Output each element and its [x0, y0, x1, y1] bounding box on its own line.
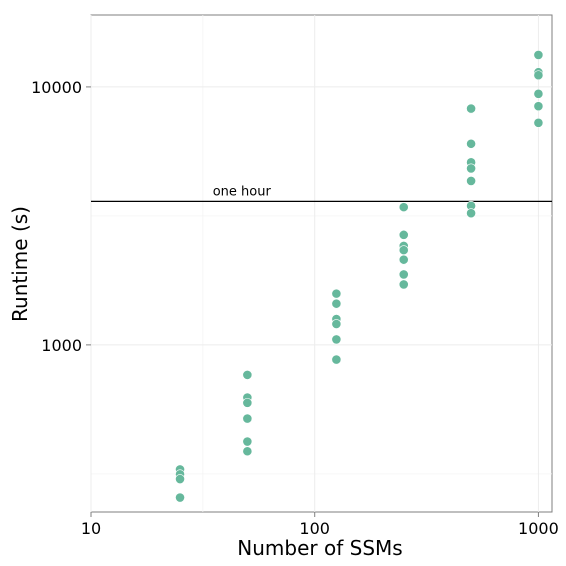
y-tick-label: 1000 — [41, 336, 82, 355]
data-point — [398, 279, 409, 290]
data-point — [331, 334, 342, 345]
data-point — [398, 245, 409, 256]
data-point — [466, 176, 476, 186]
data-point — [398, 202, 409, 213]
plot-panel — [90, 14, 553, 513]
data-points — [175, 50, 544, 503]
y-tick-label: 10000 — [31, 78, 82, 97]
data-point — [466, 208, 476, 219]
y-axis-title: Runtime (s) — [8, 206, 32, 322]
axis-ticks: 10 100 1000 1000 10000 — [31, 78, 559, 538]
data-point — [331, 354, 342, 365]
data-point — [466, 103, 476, 114]
data-point — [533, 117, 544, 128]
one-hour-label: one hour — [213, 184, 272, 199]
data-point — [533, 70, 544, 81]
data-point — [466, 138, 476, 149]
x-tick-label: 100 — [299, 519, 330, 538]
x-tick-label: 1000 — [518, 519, 559, 538]
data-point — [533, 88, 544, 99]
data-point — [175, 474, 185, 484]
data-point — [331, 319, 342, 329]
data-point — [242, 436, 253, 447]
data-point — [331, 288, 342, 299]
data-point — [466, 163, 476, 174]
data-point — [175, 492, 185, 503]
data-point — [242, 397, 253, 408]
x-axis-title: Number of SSMs — [237, 536, 402, 560]
data-point — [533, 101, 544, 112]
data-point — [398, 269, 409, 280]
data-point — [242, 369, 253, 380]
data-point — [398, 229, 409, 240]
x-tick-label: 10 — [81, 519, 101, 538]
data-point — [331, 298, 342, 309]
data-point — [398, 254, 409, 265]
reference-line-group: one hour — [91, 184, 552, 202]
data-point — [242, 446, 253, 457]
data-point — [533, 50, 544, 60]
data-point — [242, 413, 253, 424]
